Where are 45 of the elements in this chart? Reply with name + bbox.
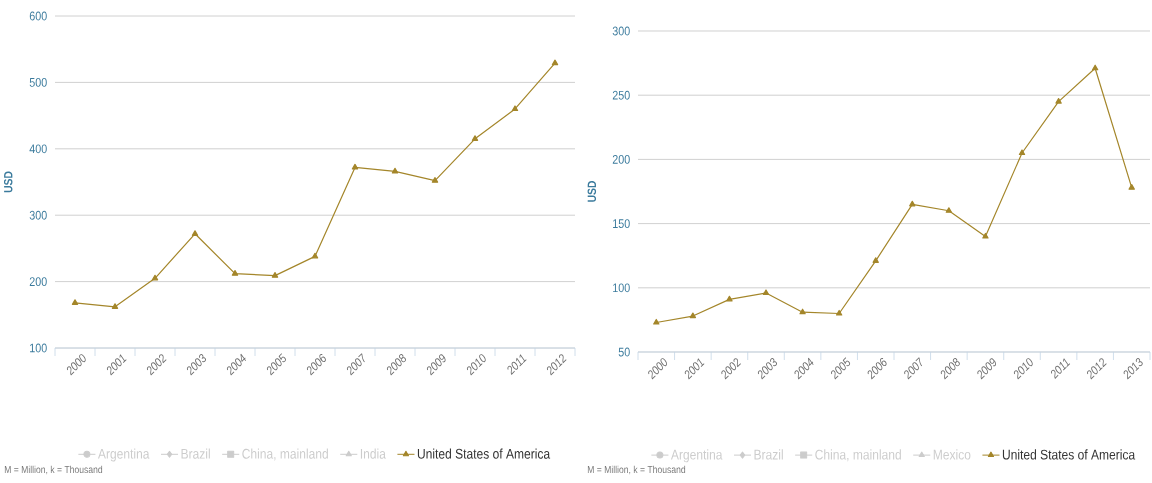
point xyxy=(872,257,879,263)
y-tick-label: 200 xyxy=(612,154,630,164)
point xyxy=(391,167,399,174)
y-axis-title: USD xyxy=(587,181,597,202)
point xyxy=(653,318,660,325)
text: M = Million, k = Thousand xyxy=(4,465,103,475)
point xyxy=(151,274,159,281)
point xyxy=(835,309,843,316)
y-tick-label: 300 xyxy=(612,26,630,36)
point xyxy=(945,207,953,213)
point xyxy=(71,299,79,305)
point xyxy=(1128,184,1135,190)
point xyxy=(762,289,770,296)
point xyxy=(511,105,519,112)
y-axis-title: USD xyxy=(3,171,13,193)
point xyxy=(351,163,359,170)
point xyxy=(689,312,697,319)
point xyxy=(909,200,916,207)
point xyxy=(1091,64,1099,71)
y-tick-label: 150 xyxy=(613,219,630,229)
point xyxy=(431,177,439,183)
point xyxy=(726,295,733,302)
point xyxy=(271,272,279,278)
point xyxy=(471,135,479,141)
y-tick-label: 400 xyxy=(29,144,47,154)
text: M = Million, k = Thousand xyxy=(587,465,686,475)
y-tick-label: 100 xyxy=(613,283,630,293)
point xyxy=(1055,98,1062,104)
y-tick-label: 500 xyxy=(29,77,47,87)
y-tick-label: 600 xyxy=(29,11,47,21)
y-tick-label: 50 xyxy=(618,347,630,357)
y-tick-label: 200 xyxy=(29,277,47,287)
point xyxy=(982,232,989,239)
y-tick-label: 250 xyxy=(612,90,630,100)
legend-label: United States of America xyxy=(1002,449,1136,460)
point xyxy=(551,59,559,66)
point xyxy=(231,270,239,276)
point xyxy=(111,303,119,309)
point xyxy=(799,308,806,315)
point xyxy=(191,230,199,236)
point xyxy=(1018,149,1026,156)
point xyxy=(311,252,319,259)
legend-label: United States of America xyxy=(417,448,551,459)
y-tick-label: 300 xyxy=(29,210,47,220)
y-tick-label: 100 xyxy=(30,343,47,353)
